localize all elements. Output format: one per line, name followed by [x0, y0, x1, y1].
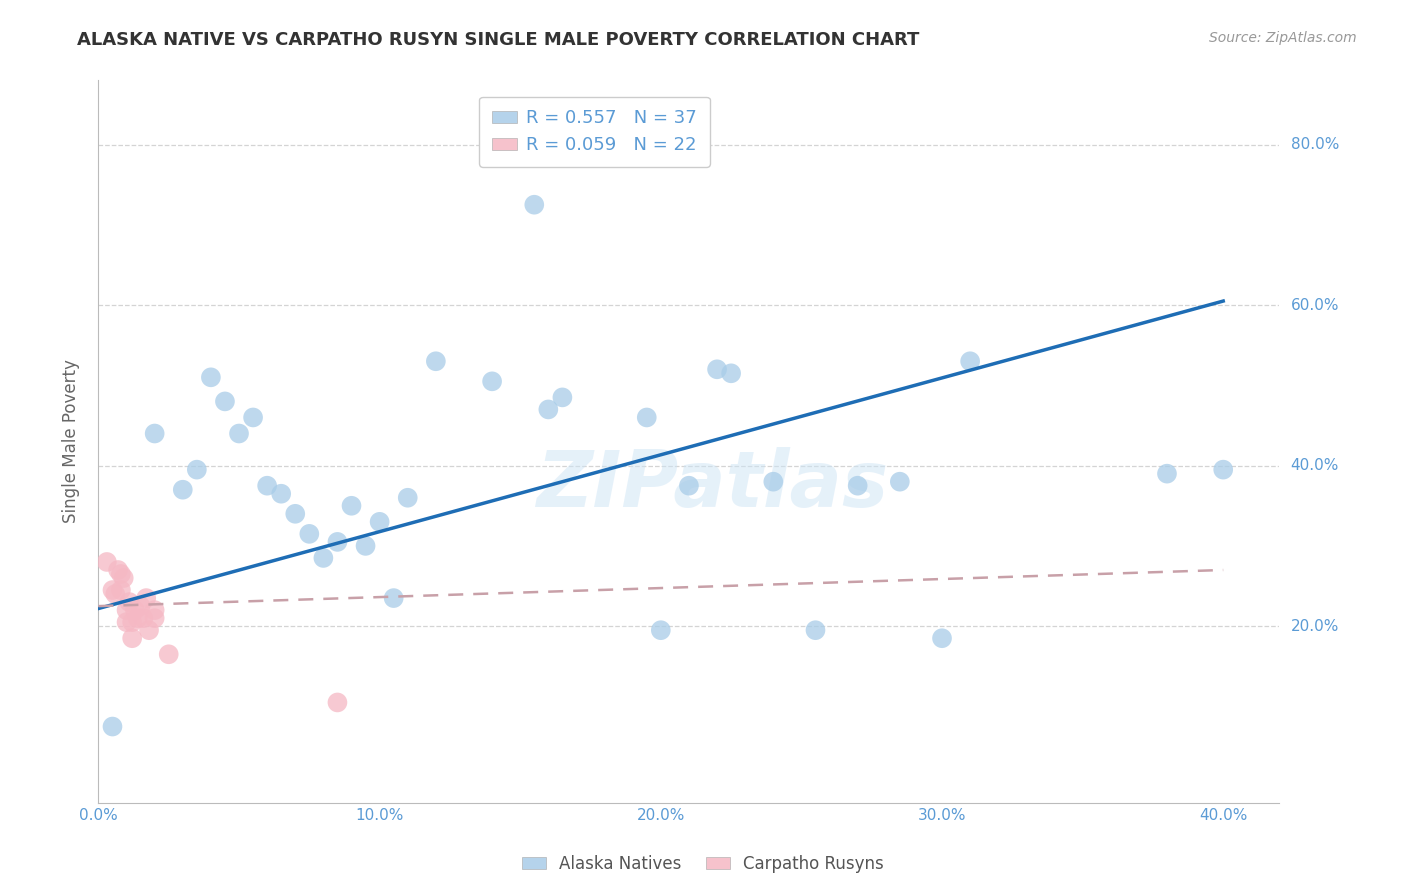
Point: [959, 354, 981, 368]
Point: [1156, 467, 1178, 481]
Point: [1212, 462, 1234, 476]
Point: [636, 410, 658, 425]
Point: [846, 478, 869, 492]
Point: [124, 603, 146, 617]
Point: [284, 507, 307, 521]
Text: 20.0%: 20.0%: [1291, 619, 1339, 633]
Point: [228, 426, 250, 441]
Point: [551, 391, 574, 405]
Point: [138, 623, 160, 637]
Point: [650, 623, 672, 637]
Point: [115, 615, 138, 630]
Point: [104, 587, 127, 601]
Point: [931, 632, 953, 646]
Point: [200, 370, 222, 384]
Point: [110, 583, 132, 598]
Point: [425, 354, 447, 368]
Point: [143, 603, 166, 617]
Point: [354, 539, 377, 553]
Point: [706, 362, 728, 376]
Point: [143, 426, 166, 441]
Point: [135, 591, 157, 606]
Point: [537, 402, 560, 417]
Point: [804, 623, 827, 637]
Point: [118, 595, 141, 609]
Point: [143, 611, 166, 625]
Point: [129, 599, 152, 614]
Point: [101, 583, 124, 598]
Text: 60.0%: 60.0%: [1291, 298, 1339, 312]
Legend: Alaska Natives, Carpatho Rusyns: Alaska Natives, Carpatho Rusyns: [516, 848, 890, 880]
Point: [396, 491, 419, 505]
Text: ZIPatlas: ZIPatlas: [537, 447, 889, 523]
Point: [481, 374, 503, 388]
Point: [326, 534, 349, 549]
Point: [172, 483, 194, 497]
Text: 40.0%: 40.0%: [1291, 458, 1339, 473]
Text: 80.0%: 80.0%: [1291, 137, 1339, 152]
Point: [214, 394, 236, 409]
Point: [256, 478, 278, 492]
Point: [382, 591, 405, 606]
Point: [270, 487, 292, 501]
Point: [298, 526, 321, 541]
Point: [96, 555, 118, 569]
Y-axis label: Single Male Poverty: Single Male Poverty: [62, 359, 80, 524]
Point: [121, 615, 143, 630]
Point: [107, 563, 129, 577]
Point: [110, 567, 132, 582]
Text: ALASKA NATIVE VS CARPATHO RUSYN SINGLE MALE POVERTY CORRELATION CHART: ALASKA NATIVE VS CARPATHO RUSYN SINGLE M…: [77, 31, 920, 49]
Point: [112, 571, 135, 585]
Point: [678, 478, 700, 492]
Point: [186, 462, 208, 476]
Point: [720, 366, 742, 380]
Point: [101, 719, 124, 733]
Point: [132, 611, 155, 625]
Point: [157, 648, 180, 662]
Point: [368, 515, 391, 529]
Point: [127, 611, 149, 625]
Point: [889, 475, 911, 489]
Point: [523, 197, 546, 211]
Point: [762, 475, 785, 489]
Point: [242, 410, 264, 425]
Legend: R = 0.557   N = 37, R = 0.059   N = 22: R = 0.557 N = 37, R = 0.059 N = 22: [479, 96, 710, 167]
Point: [326, 696, 349, 710]
Text: Source: ZipAtlas.com: Source: ZipAtlas.com: [1209, 31, 1357, 45]
Point: [340, 499, 363, 513]
Point: [121, 632, 143, 646]
Point: [312, 551, 335, 566]
Point: [115, 603, 138, 617]
